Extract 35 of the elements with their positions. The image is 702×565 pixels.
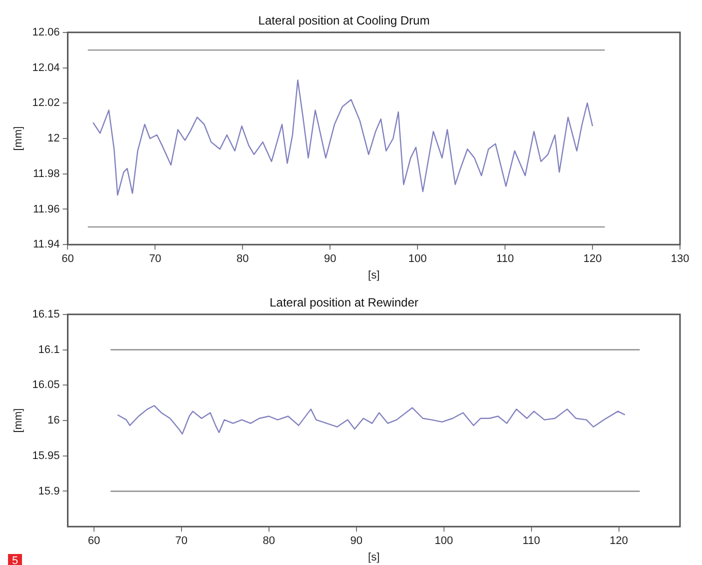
x-tick-label: 90 <box>350 535 362 548</box>
x-tick-label: 90 <box>324 253 336 266</box>
x-tick-label: 80 <box>262 535 276 548</box>
y-tick-label: 15.9 <box>38 485 60 498</box>
x-tick-label: 70 <box>149 253 162 266</box>
y-tick-label: 12.02 <box>32 97 60 110</box>
x-tick-label: 80 <box>236 253 249 266</box>
x-tick-label: 120 <box>610 535 628 548</box>
y-tick-label: 12 <box>47 132 60 145</box>
x-tick-label: 60 <box>62 253 74 266</box>
x-tick-label: 120 <box>583 253 602 266</box>
x-axis-title: [s] <box>368 269 380 282</box>
x-tick-label: 100 <box>434 535 454 548</box>
x-tick-label: 110 <box>496 253 514 266</box>
x-axis-title: [s] <box>368 551 380 564</box>
x-tick-label: 100 <box>408 253 427 266</box>
y-tick-label: 16.15 <box>32 308 60 320</box>
x-tick-label: 70 <box>175 535 188 548</box>
text: 5 <box>8 554 22 565</box>
y-tick-label: 11.94 <box>33 238 60 251</box>
y-axis-title: [mm] <box>12 126 25 151</box>
y-tick-label: 16 <box>47 414 60 427</box>
y-tick-label: 15.95 <box>32 450 60 462</box>
x-tick-label: 60 <box>88 535 100 548</box>
chart-title: Lateral position at Cooling Drum <box>258 14 430 28</box>
x-tick-label: 110 <box>522 535 540 548</box>
y-tick-label: 11.98 <box>33 168 60 180</box>
y-tick-label: 16.1 <box>38 344 60 356</box>
y-tick-label: 12.06 <box>32 26 60 38</box>
y-tick-label: 11.96 <box>33 203 60 216</box>
y-tick-label: 16.05 <box>32 379 60 392</box>
y-axis-title: [mm] <box>12 408 25 433</box>
chart-title: Lateral position at Rewinder <box>270 296 418 310</box>
y-tick-label: 12.04 <box>32 62 60 74</box>
x-tick-label: 130 <box>670 253 690 266</box>
